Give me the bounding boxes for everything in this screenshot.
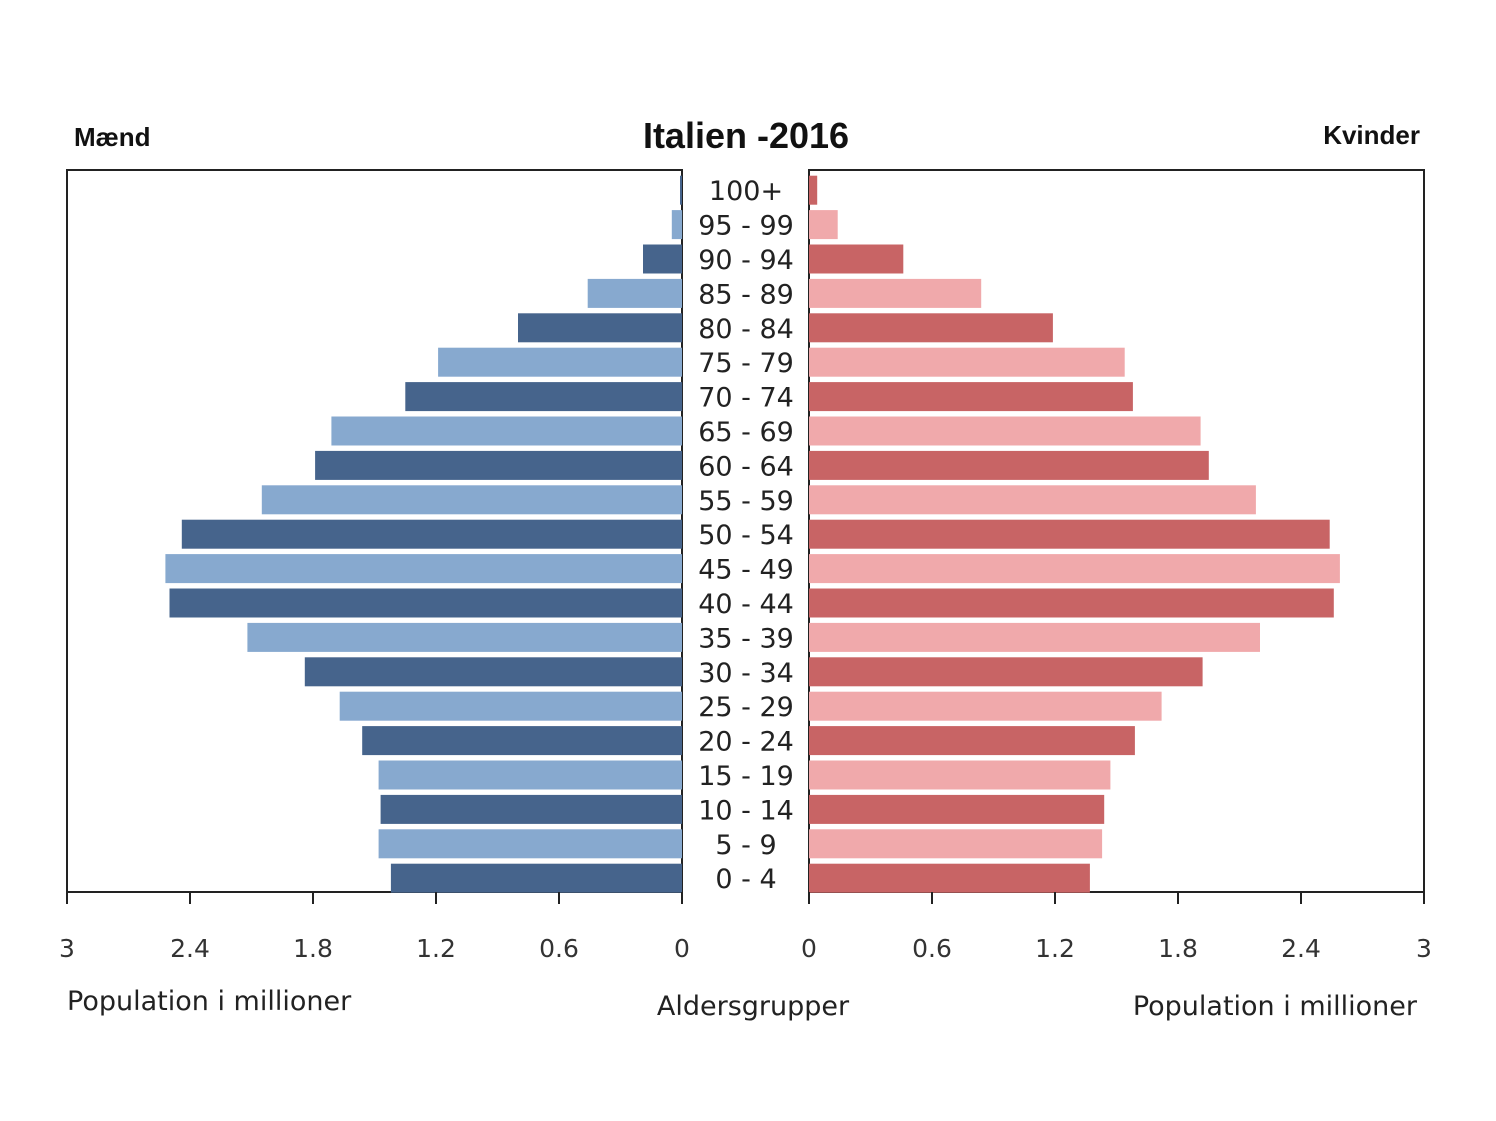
age-group-label: 30 - 34 — [698, 658, 794, 689]
right-x-tick-label: 0 — [801, 934, 817, 963]
age-group-label: 20 - 24 — [698, 727, 794, 758]
female-bar — [809, 794, 1105, 824]
age-group-label: 65 - 69 — [698, 417, 794, 448]
female-bar — [809, 622, 1260, 652]
age-group-label: 5 - 9 — [715, 830, 776, 861]
male-bar — [643, 244, 682, 274]
age-group-label: 55 - 59 — [698, 486, 794, 517]
female-bar — [809, 657, 1203, 687]
male-bar — [261, 485, 682, 515]
right-x-tick-label: 0.6 — [912, 934, 952, 963]
male-bar — [181, 519, 683, 549]
male-bar — [304, 657, 682, 687]
age-group-label: 70 - 74 — [698, 383, 794, 414]
center-axis-label: Aldersgrupper — [657, 991, 850, 1022]
male-bar — [405, 382, 683, 412]
age-group-label: 15 - 19 — [698, 761, 794, 792]
right-x-axis-label: Population i millioner — [1133, 991, 1418, 1022]
female-bar — [809, 416, 1201, 446]
male-bar — [378, 829, 682, 859]
male-bar — [378, 760, 682, 790]
right-x-tick-label: 1.8 — [1158, 934, 1198, 963]
male-bar — [671, 210, 683, 240]
left-panel-label: Mænd — [74, 122, 151, 152]
female-bar — [809, 863, 1090, 893]
left-x-tick-label: 0 — [674, 934, 690, 963]
age-group-label: 40 - 44 — [698, 589, 794, 620]
left-x-tick-label: 0.6 — [539, 934, 579, 963]
age-group-label: 0 - 4 — [715, 864, 776, 895]
left-x-tick-label: 1.8 — [293, 934, 333, 963]
bars-group — [165, 175, 1340, 893]
male-bar — [380, 794, 682, 824]
male-bar — [331, 416, 682, 446]
age-group-label: 100+ — [709, 176, 783, 207]
left-x-tick-label: 1.2 — [416, 934, 456, 963]
right-x-tick-label: 3 — [1416, 934, 1432, 963]
female-bar — [809, 554, 1340, 584]
male-bar — [165, 554, 682, 584]
male-bar — [315, 450, 682, 480]
female-bar — [809, 691, 1162, 721]
female-bar — [809, 519, 1330, 549]
chart-title: Italien -2016 — [643, 115, 849, 156]
female-bar — [809, 382, 1133, 412]
female-bar — [809, 278, 982, 308]
age-group-label: 75 - 79 — [698, 348, 794, 379]
female-bar — [809, 829, 1103, 859]
ticks-group: 3 2.4 1.8 1.2 0.6 0 0 0.6 1.2 1.8 2.4 3 — [59, 892, 1432, 963]
age-group-label: 95 - 99 — [698, 211, 794, 242]
male-bar — [247, 622, 682, 652]
age-group-label: 10 - 14 — [698, 795, 794, 826]
male-bar — [169, 588, 682, 618]
male-bar — [587, 278, 682, 308]
right-x-tick-label: 2.4 — [1281, 934, 1321, 963]
left-x-tick-label: 2.4 — [170, 934, 210, 963]
age-group-label: 60 - 64 — [698, 451, 794, 482]
female-bar — [809, 450, 1209, 480]
male-bar — [438, 347, 682, 377]
age-group-label: 85 - 89 — [698, 279, 794, 310]
left-x-tick-label: 3 — [59, 934, 75, 963]
age-group-label: 50 - 54 — [698, 520, 794, 551]
male-bar — [362, 726, 682, 756]
female-bar — [809, 175, 818, 205]
female-bar — [809, 485, 1256, 515]
male-bar — [680, 175, 682, 205]
female-bar — [809, 588, 1334, 618]
age-group-label: 90 - 94 — [698, 245, 794, 276]
age-group-label: 45 - 49 — [698, 555, 794, 586]
right-x-tick-label: 1.2 — [1035, 934, 1075, 963]
female-bar — [809, 313, 1053, 343]
female-bar — [809, 726, 1135, 756]
male-bar — [518, 313, 682, 343]
male-bar — [339, 691, 682, 721]
age-group-label: 35 - 39 — [698, 623, 794, 654]
age-group-label: 25 - 29 — [698, 692, 794, 723]
age-group-label: 80 - 84 — [698, 314, 794, 345]
female-bar — [809, 347, 1125, 377]
right-panel-label: Kvinder — [1323, 120, 1420, 150]
female-bar — [809, 760, 1111, 790]
female-bar — [809, 210, 838, 240]
left-x-axis-label: Population i millioner — [67, 986, 352, 1017]
male-bar — [390, 863, 682, 893]
female-bar — [809, 244, 904, 274]
